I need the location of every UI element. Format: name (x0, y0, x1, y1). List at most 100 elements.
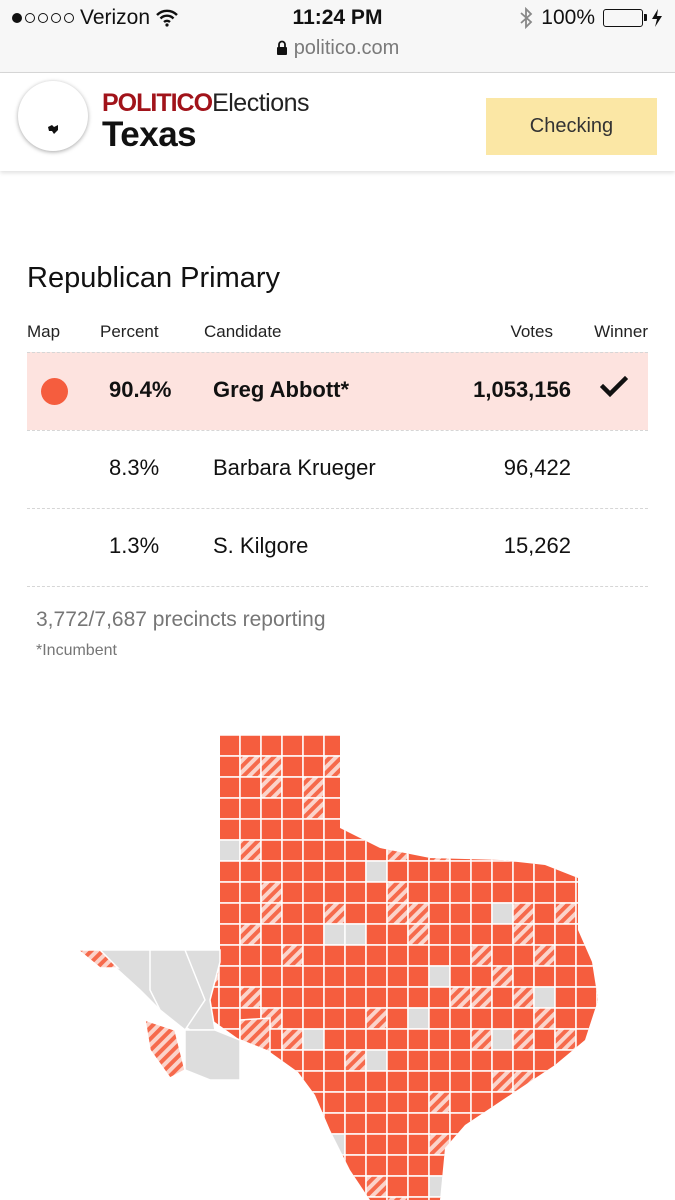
county[interactable] (491, 1049, 514, 1072)
county[interactable] (323, 755, 346, 778)
county[interactable] (386, 1028, 409, 1051)
county[interactable] (449, 923, 472, 946)
county[interactable] (260, 986, 283, 1009)
county[interactable] (365, 944, 388, 967)
county[interactable] (470, 1049, 493, 1072)
county[interactable] (239, 881, 262, 904)
county[interactable] (197, 776, 220, 799)
county[interactable] (365, 1070, 388, 1093)
county[interactable] (575, 944, 598, 967)
county[interactable] (239, 1112, 262, 1135)
county[interactable] (197, 735, 220, 757)
county[interactable] (596, 1007, 618, 1030)
county[interactable] (344, 986, 367, 1009)
county[interactable] (554, 860, 577, 883)
county[interactable] (260, 944, 283, 967)
county[interactable] (575, 986, 598, 1009)
county[interactable] (554, 797, 577, 820)
county[interactable] (197, 818, 220, 841)
county[interactable] (554, 1133, 577, 1156)
county[interactable] (407, 1175, 430, 1198)
county[interactable] (428, 1175, 451, 1198)
county[interactable] (449, 1112, 472, 1135)
county[interactable] (596, 839, 618, 862)
county[interactable] (344, 902, 367, 925)
county[interactable] (596, 1175, 618, 1198)
county[interactable] (533, 986, 556, 1009)
county[interactable] (533, 902, 556, 925)
county[interactable] (596, 944, 618, 967)
county[interactable] (365, 755, 388, 778)
county[interactable] (428, 755, 451, 778)
county[interactable] (470, 881, 493, 904)
county[interactable] (239, 923, 262, 946)
county[interactable] (323, 944, 346, 967)
county[interactable] (449, 818, 472, 841)
county[interactable] (449, 1133, 472, 1156)
county[interactable] (281, 755, 304, 778)
county[interactable] (491, 902, 514, 925)
county[interactable] (470, 1133, 493, 1156)
county[interactable] (533, 1175, 556, 1198)
county[interactable] (281, 944, 304, 967)
county[interactable] (512, 1154, 535, 1177)
county[interactable] (533, 1007, 556, 1030)
county[interactable] (302, 776, 325, 799)
county[interactable] (407, 1091, 430, 1114)
county[interactable] (533, 1133, 556, 1156)
county[interactable] (323, 986, 346, 1009)
county[interactable] (365, 1091, 388, 1114)
county[interactable] (197, 923, 220, 946)
county[interactable] (512, 860, 535, 883)
county[interactable] (554, 1112, 577, 1135)
county[interactable] (491, 735, 514, 757)
county[interactable] (302, 1091, 325, 1114)
county[interactable] (512, 1112, 535, 1135)
county[interactable] (365, 818, 388, 841)
county[interactable] (575, 735, 598, 757)
county[interactable] (323, 1091, 346, 1114)
county[interactable] (470, 1091, 493, 1114)
county[interactable] (323, 1028, 346, 1051)
county[interactable] (554, 902, 577, 925)
county[interactable] (323, 776, 346, 799)
county[interactable] (197, 1091, 220, 1114)
county[interactable] (365, 735, 388, 757)
county[interactable] (365, 881, 388, 904)
county[interactable] (281, 965, 304, 988)
county[interactable] (575, 755, 598, 778)
county[interactable] (281, 1133, 304, 1156)
county[interactable] (281, 1007, 304, 1030)
county[interactable] (407, 986, 430, 1009)
county[interactable] (218, 818, 241, 841)
county[interactable] (281, 881, 304, 904)
county[interactable] (470, 1112, 493, 1135)
county[interactable] (344, 923, 367, 946)
county[interactable] (281, 986, 304, 1009)
county[interactable] (428, 1091, 451, 1114)
county[interactable] (512, 1133, 535, 1156)
county[interactable] (533, 1091, 556, 1114)
county[interactable] (302, 755, 325, 778)
county[interactable] (197, 902, 220, 925)
county[interactable] (428, 986, 451, 1009)
county[interactable] (470, 735, 493, 757)
county[interactable] (449, 1007, 472, 1030)
county[interactable] (302, 1007, 325, 1030)
county[interactable] (302, 1028, 325, 1051)
county[interactable] (239, 944, 262, 967)
county[interactable] (554, 755, 577, 778)
county[interactable] (239, 776, 262, 799)
county[interactable] (428, 1070, 451, 1093)
county[interactable] (260, 1091, 283, 1114)
county[interactable] (575, 923, 598, 946)
county[interactable] (365, 1007, 388, 1030)
county[interactable] (491, 1007, 514, 1030)
county[interactable] (428, 965, 451, 988)
county[interactable] (218, 860, 241, 883)
county[interactable] (239, 1175, 262, 1198)
county[interactable] (365, 1133, 388, 1156)
county[interactable] (449, 797, 472, 820)
county[interactable] (344, 1007, 367, 1030)
county[interactable] (281, 1175, 304, 1198)
